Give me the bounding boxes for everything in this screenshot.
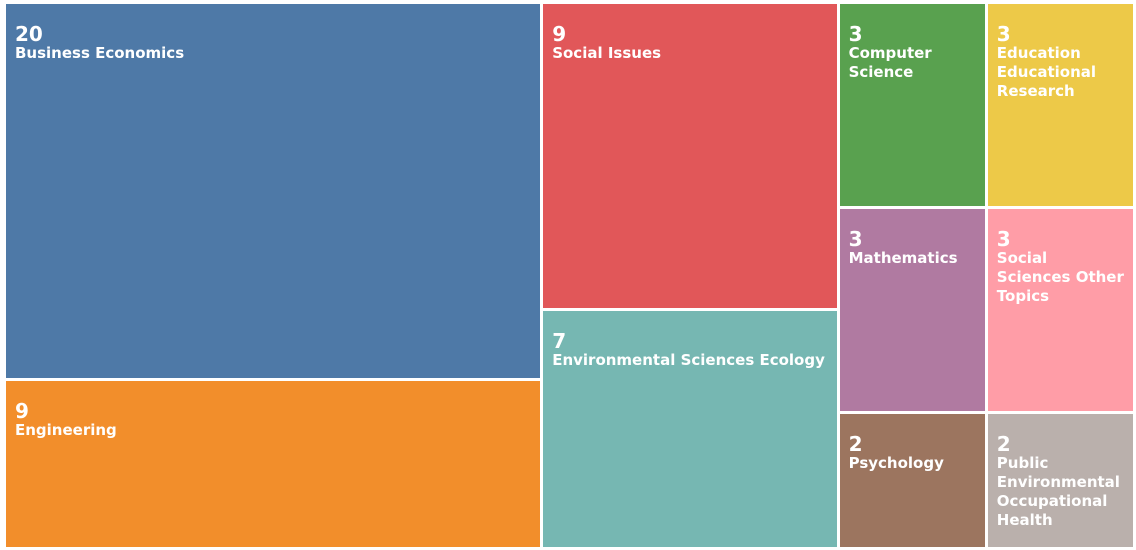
cell-label: Psychology <box>848 453 944 472</box>
cell-label: Education Educational Research <box>996 44 1097 100</box>
treemap-cell: 9 Social Issues <box>543 4 837 309</box>
cell-value: 9 <box>15 398 29 423</box>
cell-label: Mathematics <box>848 248 958 267</box>
treemap-cell: 3 Computer Science <box>839 4 985 206</box>
treemap-cell: 20 Business Economics <box>6 4 541 378</box>
cell-value: 3 <box>996 226 1011 251</box>
cell-label: Social Sciences Other Topics <box>996 248 1124 305</box>
cell-label: Business Economics <box>15 44 185 62</box>
treemap-cell: 3 Mathematics <box>839 208 985 411</box>
cell-value: 2 <box>996 431 1011 456</box>
cell-label: Engineering <box>15 420 117 439</box>
cell-label: Environmental Sciences Ecology <box>552 351 825 370</box>
treemap-cell: 7 Environmental Sciences Ecology <box>543 311 837 547</box>
cell-value: 3 <box>848 226 863 251</box>
cell-value: 7 <box>552 329 567 354</box>
cell-label: Social Issues <box>552 44 662 62</box>
treemap-cell: 3 Education Educational Research <box>987 4 1133 206</box>
cell-value: 3 <box>848 22 863 46</box>
cell-value: 20 <box>15 22 43 46</box>
treemap-cell: 9 Engineering <box>6 380 541 547</box>
treemap-cell: 2 Psychology <box>839 413 985 547</box>
cell-value: 9 <box>552 22 567 46</box>
cell-value: 3 <box>996 22 1011 46</box>
treemap-cell: 3 Social Sciences Other Topics <box>987 208 1133 411</box>
cell-label: Computer Science <box>848 44 932 81</box>
cell-label: Public Environmental Occupational Health <box>996 453 1120 529</box>
cell-value: 2 <box>848 431 863 456</box>
treemap-cell: 2 Public Environmental Occupational Healt… <box>987 413 1133 547</box>
